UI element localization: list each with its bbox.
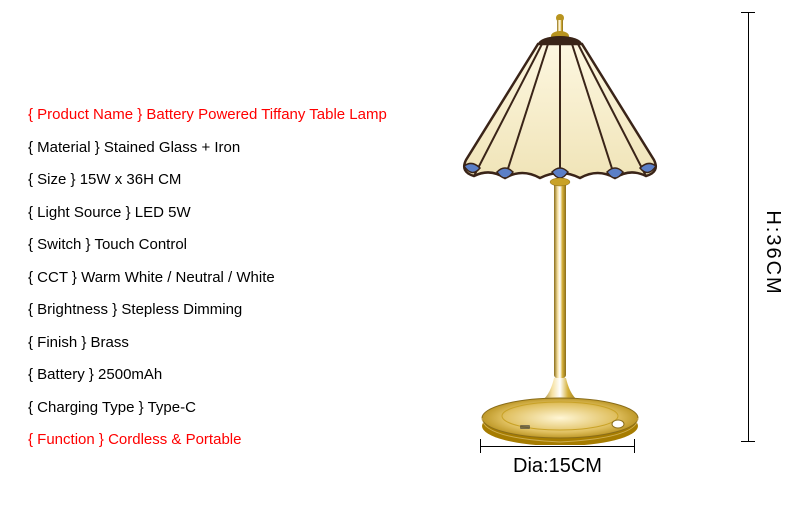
spec-row: { Product Name } Battery Powered Tiffany…	[28, 104, 408, 127]
spec-value: Cordless & Portable	[108, 431, 241, 448]
spec-label: { Switch }	[28, 236, 91, 253]
spec-label: { Size }	[28, 171, 76, 188]
spec-value: Stepless Dimming	[121, 301, 242, 318]
spec-value: LED 5W	[135, 204, 191, 221]
spec-row: { Finish } Brass	[28, 332, 408, 355]
spec-value: 15W x 36H CM	[80, 171, 182, 188]
spec-label: { Function }	[28, 431, 104, 448]
spec-label: { Battery }	[28, 366, 94, 383]
spec-row: { CCT } Warm White / Neutral / White	[28, 267, 408, 290]
spec-value: Brass	[91, 334, 129, 351]
spec-label: { Light Source }	[28, 204, 131, 221]
height-label: H:36CM	[761, 210, 784, 295]
spec-row: { Size } 15W x 36H CM	[28, 169, 408, 192]
spec-value: 2500mAh	[98, 366, 162, 383]
spec-row: { Light Source } LED 5W	[28, 202, 408, 225]
spec-label: { CCT }	[28, 269, 77, 286]
spec-row: { Brightness } Stepless Dimming	[28, 299, 408, 322]
lamp-illustration	[450, 10, 670, 445]
spec-label: { Material }	[28, 139, 100, 156]
spec-value: Stained Glass + Iron	[104, 139, 240, 156]
spec-label: { Brightness }	[28, 301, 117, 318]
height-dimension	[741, 12, 755, 442]
spec-value: Warm White / Neutral / White	[81, 269, 275, 286]
spec-row: { Material } Stained Glass + Iron	[28, 137, 408, 160]
spec-label: { Finish }	[28, 334, 86, 351]
spec-label: { Charging Type }	[28, 399, 144, 416]
spec-row: { Battery } 2500mAh	[28, 364, 408, 387]
spec-row: { Function } Cordless & Portable	[28, 429, 408, 452]
diameter-label: Dia:15CM	[480, 455, 635, 478]
spec-label: { Product Name }	[28, 106, 142, 123]
spec-value: Battery Powered Tiffany Table Lamp	[146, 106, 386, 123]
spec-row: { Charging Type } Type-C	[28, 397, 408, 420]
spec-row: { Switch } Touch Control	[28, 234, 408, 257]
spec-list: { Product Name } Battery Powered Tiffany…	[28, 104, 408, 462]
spec-value: Type-C	[148, 399, 196, 416]
diameter-dimension: Dia:15CM	[480, 439, 635, 478]
spec-value: Touch Control	[94, 236, 187, 253]
